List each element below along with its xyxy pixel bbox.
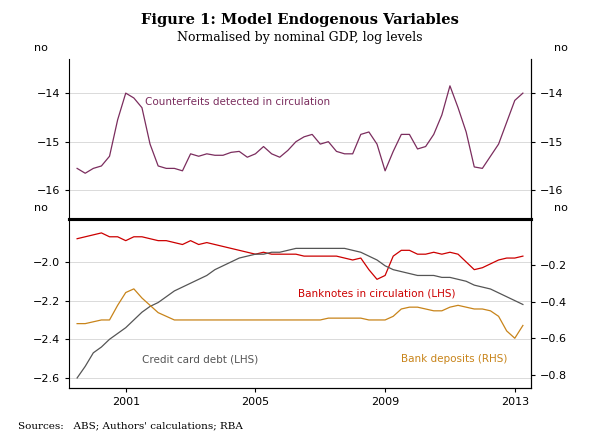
Text: Sources:   ABS; Authors' calculations; RBA: Sources: ABS; Authors' calculations; RBA [18, 421, 243, 430]
Text: no: no [554, 43, 568, 53]
Text: Credit card debt (LHS): Credit card debt (LHS) [142, 354, 258, 364]
Text: no: no [554, 203, 568, 212]
Text: Counterfeits detected in circulation: Counterfeits detected in circulation [145, 97, 331, 107]
Text: no: no [34, 203, 48, 212]
Text: no: no [34, 43, 48, 53]
Text: Banknotes in circulation (LHS): Banknotes in circulation (LHS) [298, 289, 455, 299]
Text: Normalised by nominal GDP, log levels: Normalised by nominal GDP, log levels [177, 31, 423, 44]
Text: Figure 1: Model Endogenous Variables: Figure 1: Model Endogenous Variables [141, 13, 459, 27]
Text: Bank deposits (RHS): Bank deposits (RHS) [401, 354, 508, 364]
